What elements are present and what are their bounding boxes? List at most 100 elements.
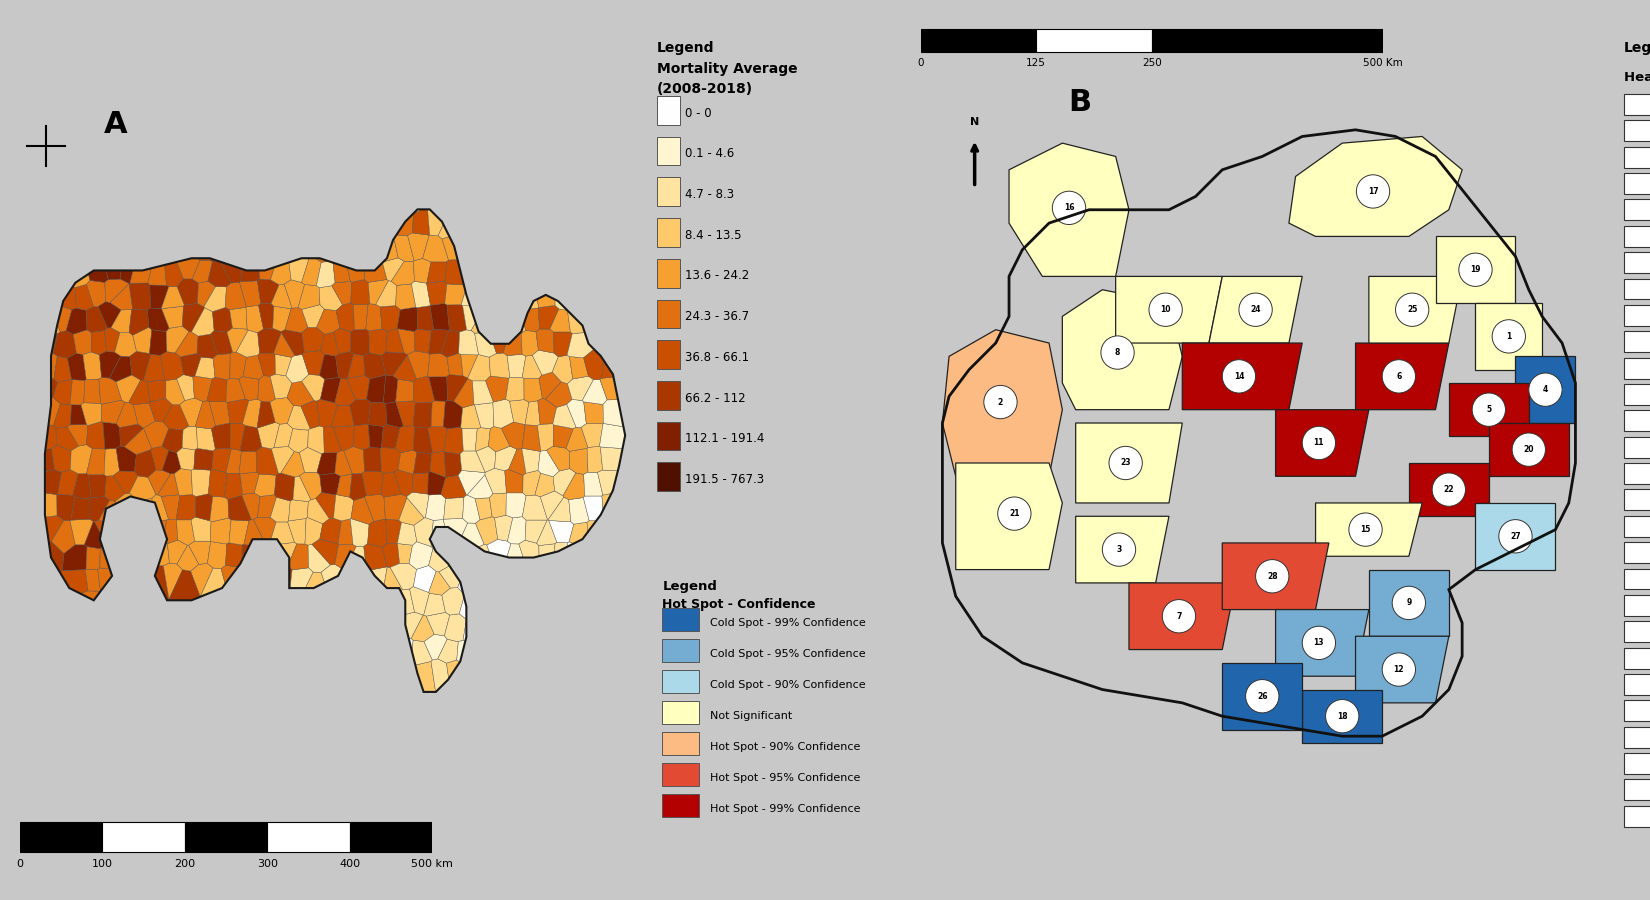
Bar [662,732,698,755]
Polygon shape [459,542,477,569]
Bar [1624,226,1650,247]
Polygon shape [289,428,309,453]
Polygon shape [444,518,467,542]
Polygon shape [381,447,401,473]
Polygon shape [584,496,604,521]
Bar [662,795,698,817]
Polygon shape [518,256,566,285]
Polygon shape [507,493,526,518]
Polygon shape [437,639,459,663]
Bar [662,639,698,662]
Polygon shape [495,515,513,541]
Polygon shape [289,256,309,283]
Polygon shape [398,328,416,355]
Polygon shape [563,472,584,500]
Polygon shape [309,544,330,572]
Polygon shape [444,498,464,519]
Polygon shape [256,211,274,237]
Text: Hot Spot - 99% Confidence: Hot Spot - 99% Confidence [710,805,860,814]
Polygon shape [51,445,71,473]
Polygon shape [521,425,541,452]
Polygon shape [462,306,485,330]
Bar [1624,595,1650,616]
Polygon shape [302,258,322,285]
Polygon shape [66,308,87,334]
Polygon shape [210,237,228,262]
Polygon shape [287,568,314,622]
Polygon shape [412,402,432,428]
Polygon shape [177,448,195,470]
Polygon shape [1515,356,1576,423]
Polygon shape [58,470,78,495]
Polygon shape [226,449,241,473]
Polygon shape [554,332,573,356]
Polygon shape [99,544,119,569]
Polygon shape [442,588,465,615]
Polygon shape [601,447,843,474]
Polygon shape [280,572,333,711]
Polygon shape [338,519,353,544]
Polygon shape [0,454,41,536]
Bar [1624,674,1650,695]
Polygon shape [38,470,61,495]
Polygon shape [177,279,198,305]
Polygon shape [82,352,102,380]
Polygon shape [191,260,213,283]
Circle shape [1492,320,1526,353]
Polygon shape [211,448,231,472]
Circle shape [1109,446,1142,480]
Polygon shape [177,258,200,279]
Polygon shape [368,589,414,625]
Polygon shape [348,211,366,239]
Polygon shape [205,286,226,311]
Polygon shape [148,233,168,263]
Polygon shape [455,644,856,900]
Bar [657,96,680,125]
Polygon shape [384,494,408,520]
Polygon shape [553,404,576,428]
Polygon shape [366,375,386,402]
Polygon shape [389,563,416,590]
Polygon shape [429,329,449,354]
Polygon shape [53,141,73,164]
Polygon shape [426,612,450,635]
Polygon shape [368,280,388,304]
Polygon shape [226,378,246,402]
Polygon shape [150,446,168,471]
Polygon shape [271,497,290,522]
Text: 13.6 - 24.2: 13.6 - 24.2 [685,269,749,283]
Polygon shape [119,0,292,141]
Polygon shape [1076,517,1168,583]
Polygon shape [535,473,554,497]
Text: 36.8 - 66.1: 36.8 - 66.1 [685,351,749,364]
Bar [1624,436,1650,457]
Polygon shape [584,402,604,424]
Polygon shape [348,354,365,378]
Polygon shape [38,281,59,310]
Polygon shape [35,0,92,140]
Polygon shape [568,330,612,358]
Polygon shape [376,281,396,307]
Polygon shape [454,379,474,408]
Polygon shape [412,376,434,403]
Polygon shape [271,522,294,544]
Polygon shape [568,310,635,334]
Polygon shape [1223,543,1328,609]
Polygon shape [396,284,416,310]
Polygon shape [252,187,276,214]
Polygon shape [38,516,64,542]
Polygon shape [485,468,507,493]
Polygon shape [429,547,452,572]
Polygon shape [533,566,566,652]
Circle shape [1356,175,1389,208]
Polygon shape [195,234,211,261]
Polygon shape [368,402,388,427]
Polygon shape [259,257,277,280]
Polygon shape [322,47,351,213]
Polygon shape [130,589,233,900]
Polygon shape [333,257,350,283]
Bar [1624,516,1650,536]
Circle shape [1162,599,1196,633]
Polygon shape [35,142,56,168]
Polygon shape [497,0,993,222]
